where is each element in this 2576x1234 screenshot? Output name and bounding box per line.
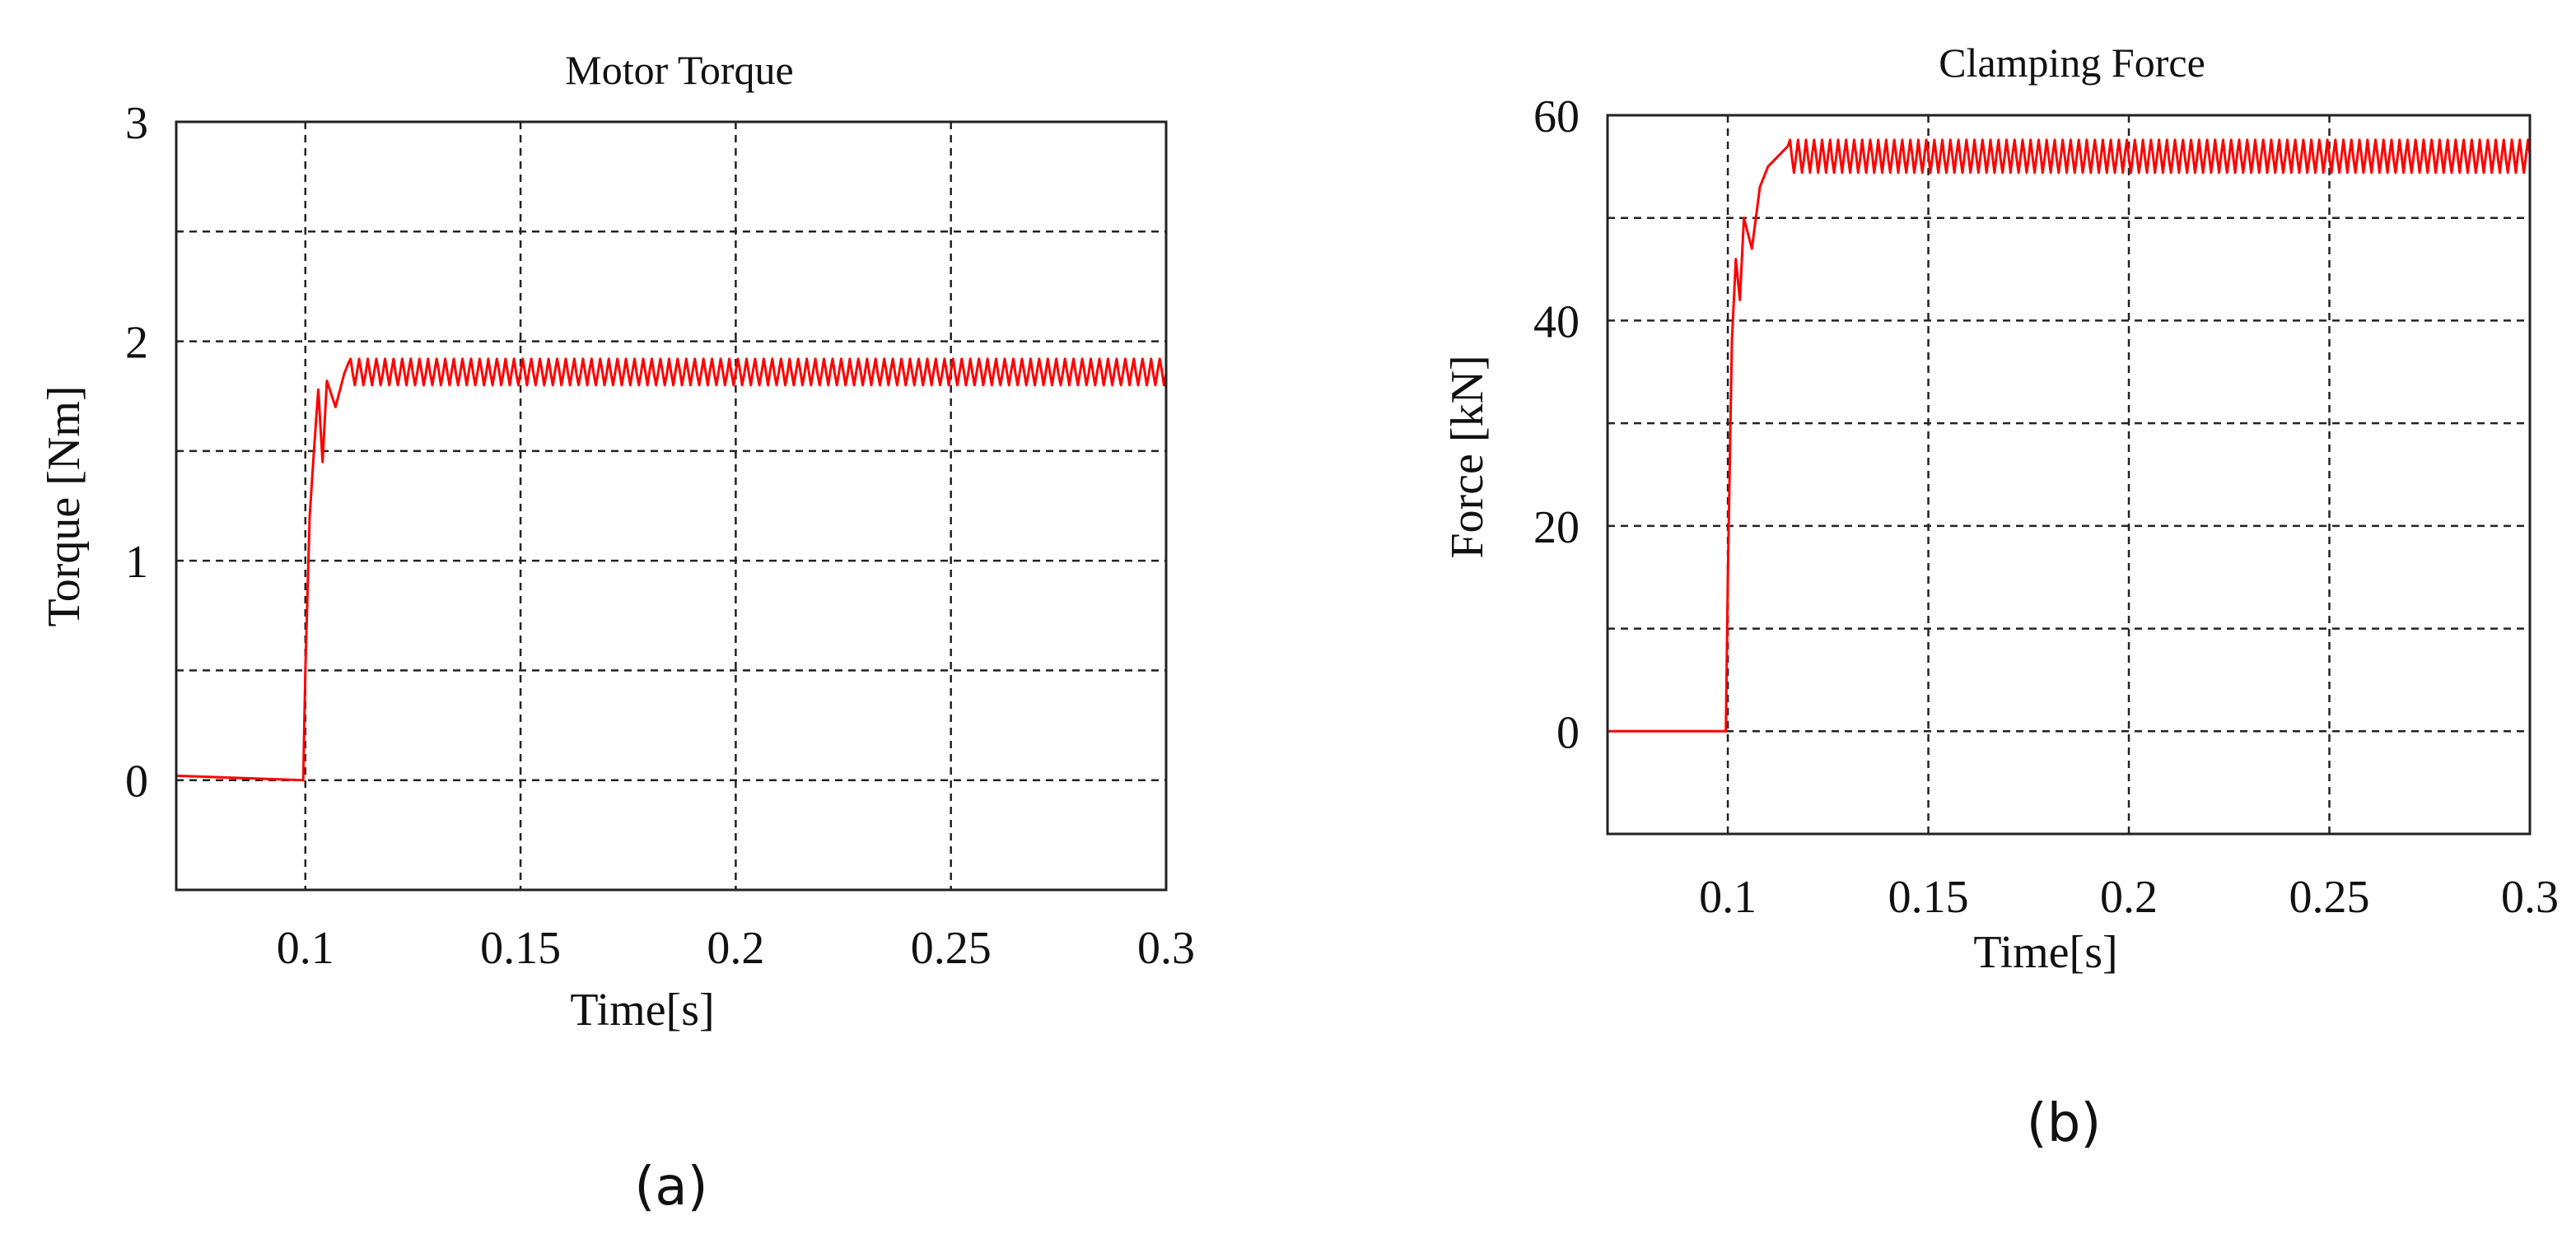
chart-b-xtick-label: 0.15 [1888, 872, 1969, 923]
chart-b-caption: (b) [2027, 1093, 2102, 1154]
chart-b-x-ticks: 0.1 0.15 0.2 0.25 0.3 [1699, 872, 2559, 923]
chart-a-title: Motor Torque [565, 47, 794, 93]
chart-a-grid [176, 122, 1166, 890]
chart-b-ytick-label: 0 [1556, 707, 1580, 758]
chart-a-xtick-label: 0.3 [1137, 923, 1195, 974]
chart-a-series-torque [175, 357, 1168, 782]
chart-a-x-label: Time[s] [570, 985, 714, 1036]
chart-a-ytick-label: 3 [125, 98, 148, 149]
chart-a-ytick-label: 1 [125, 537, 148, 588]
chart-b-y-ticks: 0 20 40 60 [1533, 91, 1580, 758]
chart-a-xtick-label: 0.1 [277, 923, 334, 974]
chart-a-x-ticks: 0.1 0.15 0.2 0.25 0.3 [277, 923, 1195, 974]
chart-a-xtick-label: 0.25 [911, 923, 992, 974]
chart-a-y-ticks: 0 1 2 3 [125, 98, 148, 808]
chart-a-caption: (a) [634, 1157, 707, 1218]
chart-b-ytick-label: 60 [1533, 91, 1580, 142]
chart-b-grid [1608, 115, 2530, 834]
motor-torque-chart: Motor Torque 0.1 0.15 0.2 0.25 0.3 0 1 2 3 Time… [39, 47, 1195, 1218]
chart-b-frame [1606, 114, 2532, 836]
chart-a-xtick-label: 0.2 [707, 923, 764, 974]
chart-a-xtick-label: 0.15 [480, 923, 561, 974]
chart-b-ytick-label: 20 [1533, 502, 1580, 553]
chart-b-xtick-label: 0.2 [2100, 872, 2158, 923]
chart-b-xtick-label: 0.3 [2501, 872, 2559, 923]
chart-b-series-force [1608, 138, 2532, 733]
chart-b-xtick-label: 0.25 [2289, 872, 2370, 923]
chart-b-title: Clamping Force [1939, 40, 2205, 86]
chart-b-ytick-label: 40 [1533, 296, 1580, 347]
chart-b-x-label: Time[s] [1973, 927, 2117, 978]
chart-a-ytick-label: 2 [125, 318, 148, 369]
clamping-force-chart: Clamping Force 0.1 0.15 0.2 0.25 0.3 0 20 40 60… [1442, 40, 2559, 1154]
chart-a-ytick-label: 0 [125, 757, 148, 808]
chart-a-frame [175, 120, 1168, 892]
chart-b-xtick-label: 0.1 [1699, 872, 1757, 923]
chart-b-y-label: Force [kN] [1442, 355, 1493, 558]
chart-a-y-label: Torque [Nm] [39, 385, 90, 626]
